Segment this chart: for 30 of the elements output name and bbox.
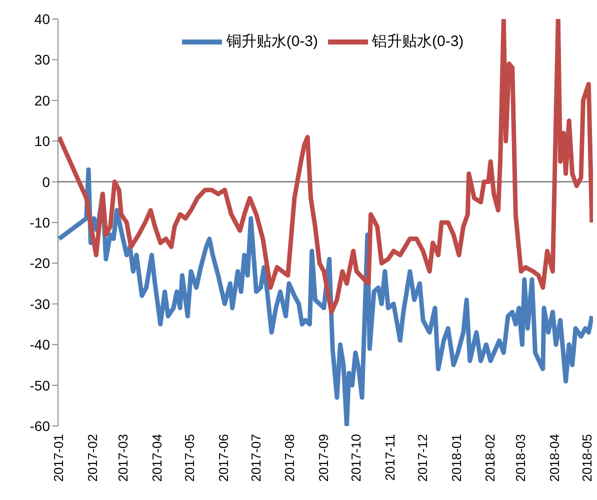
x-tick-label: 2018-03 [513,434,528,482]
y-tick-label: 10 [34,133,50,150]
x-tick-label: 2017-12 [415,434,430,482]
y-tick-label: -30 [30,296,50,312]
y-tick-label: -60 [30,418,50,434]
y-tick-label: -10 [30,214,50,230]
x-tick-label: 2018-02 [482,434,498,482]
x-tick-label: 2017-08 [282,434,298,482]
y-tick-label: 30 [34,52,50,68]
y-tick-label: 40 [34,10,50,27]
x-tick-label: 2017-10 [348,434,364,482]
y-tick-label: 20 [34,92,50,108]
x-tick-label: 2018-05 [580,434,595,482]
x-tick-label: 2017-09 [316,434,332,482]
y-tick-label: -40 [30,336,50,353]
legend-label: 铜升贴水(0-3) [226,32,318,50]
x-tick-label: 2017-02 [85,434,100,482]
x-tick-label: 2017-03 [116,434,131,482]
x-tick-label: 2017-01 [51,434,66,482]
y-tick-label: 0 [42,174,50,190]
x-tick-label: 2017-07 [248,434,264,482]
x-tick-label: 2017-04 [149,434,164,482]
x-tick-label: 2017-11 [382,434,398,481]
x-tick-label: 2017-06 [216,434,231,482]
x-tick-label: 2018-04 [547,434,562,482]
legend-label: 铝升贴水(0-3) [372,32,464,50]
x-tick-label: 2017-05 [182,434,197,482]
y-tick-label: -20 [30,255,50,272]
x-tick-label: 2018-01 [448,434,464,482]
y-tick-label: -50 [30,377,50,394]
